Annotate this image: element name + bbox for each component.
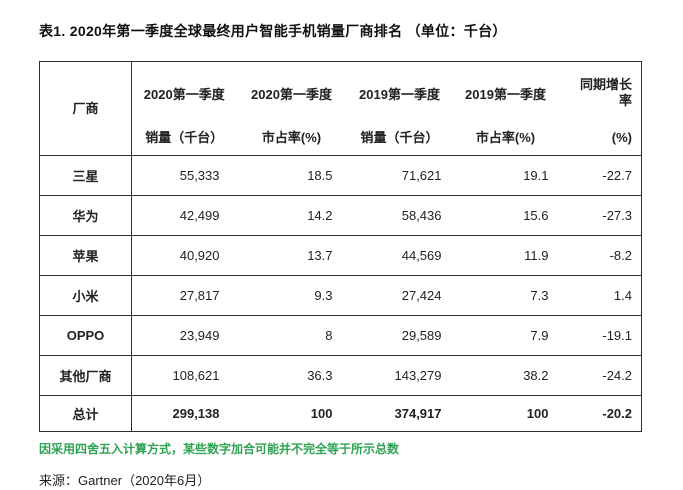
source-line: 来源：Gartner（2020年6月） [39,473,211,488]
q1-2019-share: 100 [452,395,559,432]
column-header-2019q1-units: 2019第一季度 销量（千台） [346,61,453,156]
header-metric-label: (%) [611,130,632,145]
header-period-label: 2020第一季度 [143,87,225,102]
growth-rate: 1.4 [558,275,642,316]
table-title: 表1. 2020年第一季度全球最终用户智能手机销量厂商排名 （单位：千台） [39,23,507,39]
q1-2019-share: 11.9 [452,235,559,276]
vendor-name: 总计 [39,395,132,432]
vendor-name: 华为 [39,195,132,236]
growth-rate: -22.7 [558,155,642,196]
header-period-label: 2020第一季度 [251,87,332,102]
table-row-apple: 苹果 40,920 13.7 44,569 11.9 -8.2 [39,235,642,276]
q1-2019-units: 58,436 [346,195,453,236]
column-header-vendor: 厂商 [39,61,132,156]
vendor-name: 小米 [39,275,132,316]
q1-2019-share: 19.1 [452,155,559,196]
q1-2019-share: 7.9 [452,315,559,356]
header-period-label: 同期增长率 [579,77,632,108]
rounding-footnote: 因采用四舍五入计算方式，某些数字加合可能并不完全等于所示总数 [39,442,400,456]
column-header-2020q1-units: 2020第一季度 销量（千台） [131,61,237,156]
q1-2020-share: 9.3 [236,275,347,316]
vendor-name: 其他厂商 [39,355,132,396]
growth-rate: -20.2 [558,395,642,432]
table-row-samsung: 三星 55,333 18.5 71,621 19.1 -22.7 [39,155,642,196]
q1-2019-units: 29,589 [346,315,453,356]
q1-2019-units: 374,917 [346,395,453,432]
q1-2019-share: 7.3 [452,275,559,316]
header-metric-label: 销量（千台） [145,130,224,145]
table-row-total: 总计 299,138 100 374,917 100 -20.2 [39,395,642,432]
header-metric-label: 销量（千台） [360,130,439,145]
vendor-name: 三星 [39,155,132,196]
header-metric-label: 市占率(%) [261,130,322,145]
q1-2020-share: 18.5 [236,155,347,196]
growth-rate: -19.1 [558,315,642,356]
table-row-huawei: 华为 42,499 14.2 58,436 15.6 -27.3 [39,195,642,236]
vendor-name: OPPO [39,315,132,356]
q1-2020-share: 8 [236,315,347,356]
q1-2020-units: 40,920 [131,235,237,276]
column-header-growth: 同期增长率 (%) [558,61,642,156]
header-period-label: 2019第一季度 [359,87,440,102]
table-row-oppo: OPPO 23,949 8 29,589 7.9 -19.1 [39,315,642,356]
header-period-label: 2019第一季度 [465,87,546,102]
table-row-xiaomi: 小米 27,817 9.3 27,424 7.3 1.4 [39,275,642,316]
q1-2020-share: 14.2 [236,195,347,236]
smartphone-sales-table: 厂商 2020第一季度 销量（千台） 2020第一季度 市占率(%) 2019第… [39,61,642,432]
q1-2019-share: 15.6 [452,195,559,236]
q1-2020-units: 55,333 [131,155,237,196]
q1-2020-share: 100 [236,395,347,432]
header-metric-label: 市占率(%) [475,130,536,145]
q1-2019-units: 27,424 [346,275,453,316]
column-header-2020q1-share: 2020第一季度 市占率(%) [236,61,347,156]
q1-2020-units: 23,949 [131,315,237,356]
q1-2019-units: 71,621 [346,155,453,196]
q1-2020-units: 108,621 [131,355,237,396]
q1-2019-units: 44,569 [346,235,453,276]
q1-2019-share: 38.2 [452,355,559,396]
q1-2020-units: 299,138 [131,395,237,432]
column-header-2019q1-share: 2019第一季度 市占率(%) [452,61,559,156]
q1-2020-units: 42,499 [131,195,237,236]
growth-rate: -27.3 [558,195,642,236]
growth-rate: -8.2 [558,235,642,276]
table-row-others: 其他厂商 108,621 36.3 143,279 38.2 -24.2 [39,355,642,396]
table-header-row: 厂商 2020第一季度 销量（千台） 2020第一季度 市占率(%) 2019第… [39,61,642,156]
vendor-name: 苹果 [39,235,132,276]
q1-2020-share: 36.3 [236,355,347,396]
q1-2020-share: 13.7 [236,235,347,276]
growth-rate: -24.2 [558,355,642,396]
q1-2019-units: 143,279 [346,355,453,396]
q1-2020-units: 27,817 [131,275,237,316]
